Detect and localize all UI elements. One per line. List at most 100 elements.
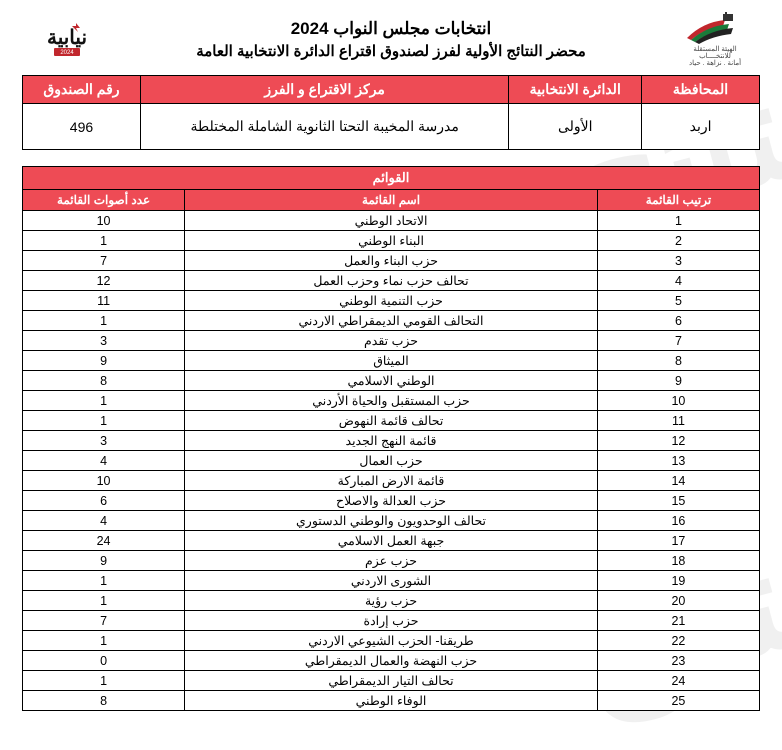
th-rank: ترتيب القائمة <box>597 190 759 211</box>
title-main: انتخابات مجلس النواب 2024 <box>112 19 670 39</box>
spacer <box>22 150 760 166</box>
cell-name: الوطني الاسلامي <box>185 371 598 391</box>
cell-votes: 1 <box>23 311 185 331</box>
cell-name: حزب العمال <box>185 451 598 471</box>
title-sub: محضر النتائج الأولية لفرز لصندوق اقتراع … <box>112 42 670 60</box>
table-row: 12قائمة النهج الجديد3 <box>23 431 760 451</box>
cell-rank: 12 <box>597 431 759 451</box>
table-row: 13حزب العمال4 <box>23 451 760 471</box>
table-row: 8الميثاق9 <box>23 351 760 371</box>
cell-name: تحالف حزب نماء وحزب العمل <box>185 271 598 291</box>
cell-name: الميثاق <box>185 351 598 371</box>
svg-text:نيابية: نيابية <box>47 27 87 49</box>
table-row: 25الوفاء الوطني8 <box>23 691 760 711</box>
table-row: 2البناء الوطني1 <box>23 231 760 251</box>
cell-votes: 1 <box>23 391 185 411</box>
cell-votes: 9 <box>23 551 185 571</box>
info-table: المحافظة الدائرة الانتخابية مركز الاقترا… <box>22 75 760 150</box>
cell-votes: 4 <box>23 451 185 471</box>
cell-rank: 20 <box>597 591 759 611</box>
cell-name: جبهة العمل الاسلامي <box>185 531 598 551</box>
cell-votes: 0 <box>23 651 185 671</box>
cell-name: حزب عزم <box>185 551 598 571</box>
cell-name: حزب تقدم <box>185 331 598 351</box>
cell-name: حزب إرادة <box>185 611 598 631</box>
table-row: 14قائمة الارض المباركة10 <box>23 471 760 491</box>
th-name: اسم القائمة <box>185 190 598 211</box>
header-titles: انتخابات مجلس النواب 2024 محضر النتائج ا… <box>112 19 670 60</box>
cell-name: قائمة النهج الجديد <box>185 431 598 451</box>
cell-rank: 1 <box>597 211 759 231</box>
cell-votes: 3 <box>23 431 185 451</box>
cell-rank: 14 <box>597 471 759 491</box>
cell-rank: 15 <box>597 491 759 511</box>
page-container: الهيئة المستقلة للانتخــــاب أمانة . نزا… <box>0 0 782 723</box>
cell-rank: 9 <box>597 371 759 391</box>
cell-rank: 24 <box>597 671 759 691</box>
cell-rank: 19 <box>597 571 759 591</box>
cell-rank: 5 <box>597 291 759 311</box>
table-row: 6التحالف القومي الديمقراطي الاردني1 <box>23 311 760 331</box>
cell-rank: 10 <box>597 391 759 411</box>
cell-votes: 8 <box>23 371 185 391</box>
table-row: 23حزب النهضة والعمال الديمقراطي0 <box>23 651 760 671</box>
cell-name: قائمة الارض المباركة <box>185 471 598 491</box>
cell-votes: 1 <box>23 631 185 651</box>
iec-logo: الهيئة المستقلة للانتخــــاب أمانة . نزا… <box>670 12 760 67</box>
cell-rank: 16 <box>597 511 759 531</box>
th-district: الدائرة الانتخابية <box>509 76 642 104</box>
cell-name: حزب التنمية الوطني <box>185 291 598 311</box>
cell-rank: 17 <box>597 531 759 551</box>
cell-votes: 1 <box>23 571 185 591</box>
table-row: 11تحالف قائمة النهوض1 <box>23 411 760 431</box>
cell-votes: 8 <box>23 691 185 711</box>
cell-votes: 10 <box>23 471 185 491</box>
table-row: 4تحالف حزب نماء وحزب العمل12 <box>23 271 760 291</box>
cell-rank: 4 <box>597 271 759 291</box>
table-row: 7حزب تقدم3 <box>23 331 760 351</box>
cell-rank: 11 <box>597 411 759 431</box>
cell-votes: 10 <box>23 211 185 231</box>
table-row: 16تحالف الوحدويون والوطني الدستوري4 <box>23 511 760 531</box>
svg-text:2024: 2024 <box>60 50 74 56</box>
cell-votes: 12 <box>23 271 185 291</box>
cell-name: التحالف القومي الديمقراطي الاردني <box>185 311 598 331</box>
info-header-row: المحافظة الدائرة الانتخابية مركز الاقترا… <box>23 76 760 104</box>
cell-name: البناء الوطني <box>185 231 598 251</box>
cell-rank: 8 <box>597 351 759 371</box>
cell-name: الاتحاد الوطني <box>185 211 598 231</box>
cell-rank: 23 <box>597 651 759 671</box>
th-votes: عدد أصوات القائمة <box>23 190 185 211</box>
cell-votes: 1 <box>23 671 185 691</box>
cell-votes: 3 <box>23 331 185 351</box>
th-lists-super: القوائم <box>23 167 760 190</box>
cell-votes: 7 <box>23 251 185 271</box>
table-row: 1الاتحاد الوطني10 <box>23 211 760 231</box>
cell-votes: 11 <box>23 291 185 311</box>
cell-votes: 7 <box>23 611 185 631</box>
cell-rank: 3 <box>597 251 759 271</box>
lists-header-row: ترتيب القائمة اسم القائمة عدد أصوات القا… <box>23 190 760 211</box>
cell-name: الوفاء الوطني <box>185 691 598 711</box>
cell-rank: 18 <box>597 551 759 571</box>
election-logo: نيابية 2024 <box>22 12 112 67</box>
table-row: 19الشورى الاردني1 <box>23 571 760 591</box>
td-district: الأولى <box>509 104 642 150</box>
lists-table: القوائم ترتيب القائمة اسم القائمة عدد أص… <box>22 166 760 711</box>
cell-rank: 22 <box>597 631 759 651</box>
table-row: 17جبهة العمل الاسلامي24 <box>23 531 760 551</box>
page-header: الهيئة المستقلة للانتخــــاب أمانة . نزا… <box>22 12 760 67</box>
table-row: 3حزب البناء والعمل7 <box>23 251 760 271</box>
lists-body: 1الاتحاد الوطني102البناء الوطني13حزب الب… <box>23 211 760 711</box>
cell-rank: 7 <box>597 331 759 351</box>
iec-logo-caption: الهيئة المستقلة للانتخــــاب أمانة . نزا… <box>689 46 741 67</box>
cell-votes: 4 <box>23 511 185 531</box>
td-center: مدرسة المخيبة التحتا الثانوية الشاملة ال… <box>140 104 509 150</box>
cell-votes: 9 <box>23 351 185 371</box>
cell-rank: 21 <box>597 611 759 631</box>
table-row: 18حزب عزم9 <box>23 551 760 571</box>
table-row: 5حزب التنمية الوطني11 <box>23 291 760 311</box>
info-data-row: اربد الأولى مدرسة المخيبة التحتا الثانوي… <box>23 104 760 150</box>
table-row: 24تحالف التيار الديمقراطي1 <box>23 671 760 691</box>
cell-name: حزب النهضة والعمال الديمقراطي <box>185 651 598 671</box>
